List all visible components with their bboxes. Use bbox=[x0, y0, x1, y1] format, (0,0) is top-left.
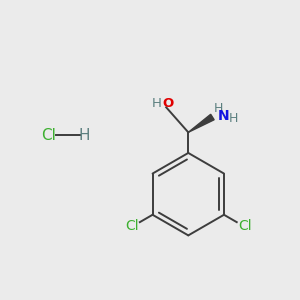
Text: Cl: Cl bbox=[41, 128, 56, 143]
Text: H: H bbox=[152, 97, 162, 110]
Polygon shape bbox=[188, 114, 214, 132]
Text: H: H bbox=[229, 112, 238, 125]
Text: N: N bbox=[218, 109, 230, 123]
Text: O: O bbox=[162, 97, 173, 110]
Text: H: H bbox=[214, 102, 224, 115]
Text: Cl: Cl bbox=[125, 219, 138, 233]
Text: H: H bbox=[78, 128, 89, 143]
Text: Cl: Cl bbox=[238, 219, 252, 233]
